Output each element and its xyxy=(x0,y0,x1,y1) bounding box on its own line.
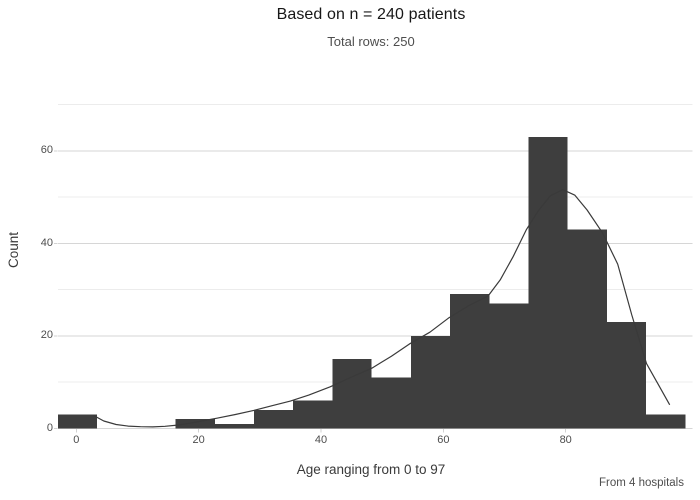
histogram-bar xyxy=(214,423,255,429)
density-curve xyxy=(93,189,671,428)
x-tick-label: 20 xyxy=(192,434,205,446)
y-tick-label: 40 xyxy=(40,236,53,249)
histogram-bar xyxy=(293,400,333,429)
y-tick-label: 60 xyxy=(40,144,53,157)
y-tick-label: 0 xyxy=(46,421,53,434)
x-tick-label: 80 xyxy=(559,434,572,446)
histogram-bar xyxy=(410,335,451,429)
y-axis-title: Count xyxy=(6,231,21,269)
chart-subtitle: Total rows: 250 xyxy=(327,34,415,49)
histogram-bar xyxy=(567,229,607,429)
histogram-bar xyxy=(489,303,529,429)
x-tick-label: 40 xyxy=(314,434,328,446)
chart-caption: From 4 hospitals xyxy=(598,477,684,489)
chart-title: Based on n = 240 patients xyxy=(276,6,466,23)
histogram-bar xyxy=(57,414,98,429)
x-axis-title: Age ranging from 0 to 97 xyxy=(296,462,446,477)
histogram-bar xyxy=(175,419,215,429)
x-tick-label: 0 xyxy=(73,434,80,446)
y-tick-label: 20 xyxy=(40,329,53,342)
histogram-bar xyxy=(606,321,647,429)
histogram-bar xyxy=(450,294,490,429)
x-tick-label: 60 xyxy=(437,434,450,446)
histogram-bar xyxy=(646,414,686,429)
histogram-bar xyxy=(528,136,568,429)
histogram-bar xyxy=(254,409,294,429)
histogram-bar xyxy=(332,358,372,429)
histogram-bar xyxy=(371,377,411,429)
